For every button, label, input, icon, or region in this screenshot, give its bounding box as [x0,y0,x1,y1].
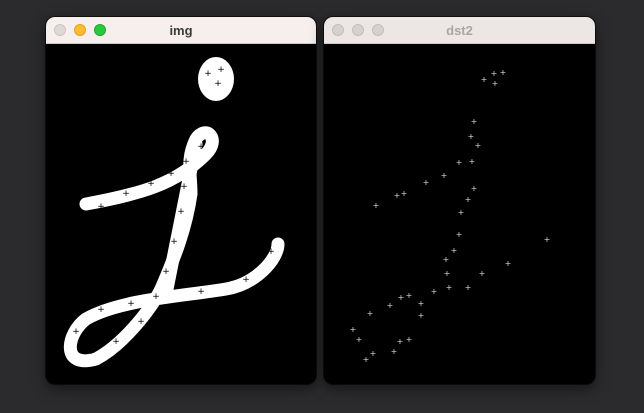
svg-text:+: + [363,355,370,364]
svg-text:+: + [391,347,398,356]
image-canvas-img: + + + + + + + + + + + + + + + + + + + + + + + + [46,44,316,384]
window-title: img [169,23,193,38]
svg-text:+: + [197,142,205,152]
svg-text:+: + [492,79,499,88]
svg-text:+: + [367,309,374,318]
svg-text:+: + [373,201,380,210]
svg-text:+: + [444,269,451,278]
svg-text:+: + [418,311,425,320]
svg-text:+: + [471,117,478,126]
window-title: dst2 [446,23,473,38]
svg-text:+: + [481,75,488,84]
close-button[interactable] [332,24,344,36]
svg-text:+: + [441,171,448,180]
svg-text:+: + [394,191,401,200]
svg-text:+: + [267,247,275,257]
svg-text:+: + [162,267,170,277]
svg-text:+: + [350,325,357,334]
svg-text:+: + [72,327,80,337]
svg-text:+: + [423,178,430,187]
window-dst2[interactable]: dst2 + + + + + + + + + + + + + + + + + + + + + + + + + + +… [324,17,595,384]
svg-text:+: + [97,202,105,212]
image-canvas-dst2: + + + + + + + + + + + + + + + + + + + + + + + + + + + + + + … [324,44,595,384]
svg-text:+: + [180,182,188,192]
titlebar-img[interactable]: img [46,17,316,44]
svg-text:+: + [406,291,413,300]
zoom-button[interactable] [94,24,106,36]
minimize-button[interactable] [74,24,86,36]
svg-text:+: + [167,169,175,179]
svg-text:+: + [217,65,225,75]
corner-points-image: + ++ +++ +++ +++ +++ +++ +++ +++ +++ +++ … [350,68,551,364]
svg-text:+: + [401,189,408,198]
minimize-button[interactable] [352,24,364,36]
svg-text:+: + [214,79,222,89]
svg-text:+: + [97,305,105,315]
svg-text:+: + [451,246,458,255]
svg-text:+: + [456,158,463,167]
svg-text:+: + [137,317,145,327]
svg-text:+: + [465,283,472,292]
svg-text:+: + [387,301,394,310]
svg-text:+: + [446,283,453,292]
svg-text:+: + [127,299,135,309]
svg-text:+: + [418,299,425,308]
svg-text:+: + [458,208,465,217]
svg-text:+: + [147,179,155,189]
svg-text:+: + [465,195,472,204]
svg-text:+: + [197,287,205,297]
svg-text:+: + [356,335,363,344]
svg-text:+: + [122,189,130,199]
svg-text:+: + [500,68,507,77]
svg-text:+: + [456,230,463,239]
close-button[interactable] [54,24,66,36]
svg-text:+: + [204,69,212,79]
svg-text:+: + [370,349,377,358]
svg-text:+: + [431,287,438,296]
handwritten-letter-image: + ++ +++ +++ +++ +++ +++ +++ +++ [63,57,285,368]
svg-text:+: + [475,141,482,150]
titlebar-dst2[interactable]: dst2 [324,17,595,44]
svg-text:+: + [112,337,120,347]
svg-text:+: + [544,235,551,244]
zoom-button[interactable] [372,24,384,36]
svg-text:+: + [471,184,478,193]
svg-text:+: + [152,292,160,302]
window-img[interactable]: img + + + + + + + + + + + + + + + + + + + + + + + + [46,17,316,384]
svg-text:+: + [469,157,476,166]
svg-text:+: + [479,269,486,278]
svg-text:+: + [177,207,185,217]
svg-text:+: + [87,347,95,357]
svg-text:+: + [491,69,498,78]
svg-text:+: + [170,237,178,247]
svg-text:+: + [505,259,512,268]
svg-text:+: + [443,255,450,264]
svg-text:+: + [192,117,200,127]
svg-text:+: + [182,157,190,167]
svg-text:+: + [242,275,250,285]
svg-text:+: + [397,337,404,346]
svg-text:+: + [398,293,405,302]
svg-text:+: + [406,335,413,344]
svg-text:+: + [468,132,475,141]
